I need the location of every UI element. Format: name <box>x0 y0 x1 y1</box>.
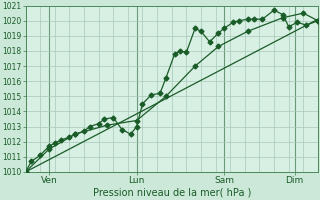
X-axis label: Pression niveau de la mer( hPa ): Pression niveau de la mer( hPa ) <box>92 188 251 198</box>
